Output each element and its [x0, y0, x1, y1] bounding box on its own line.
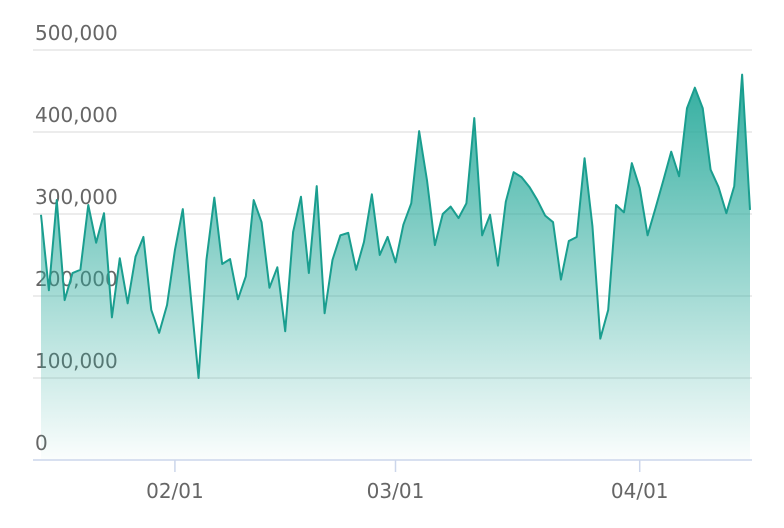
y-tick-label: 400,000	[35, 103, 118, 127]
y-tick-label: 500,000	[35, 21, 118, 45]
y-tick-label: 300,000	[35, 185, 118, 209]
x-tick-label: 04/01	[611, 479, 669, 503]
line	[40, 73, 751, 379]
x-tick-label: 03/01	[367, 479, 425, 503]
x-tick-label: 02/01	[146, 479, 204, 503]
area-fill	[41, 74, 750, 460]
